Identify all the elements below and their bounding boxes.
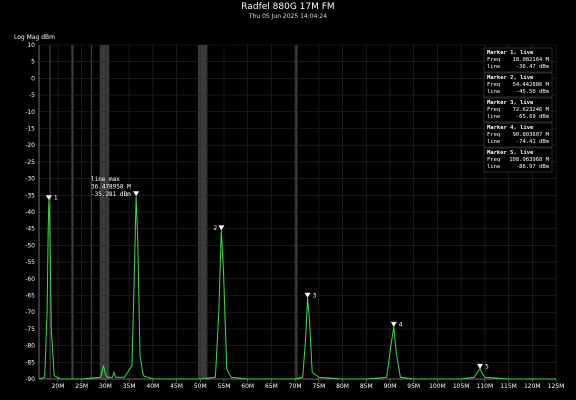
marker-panel-freq-label: Freq [487,157,500,163]
y-tick-label: -50 [25,242,35,249]
marker-panel-line-label: line [487,164,500,170]
marker-label: 3 [313,292,317,299]
marker-panel-line-label: line [487,114,500,120]
trace-series [38,196,556,380]
marker-panel-freq-label: Freq [487,57,500,63]
y-tick-label: -15 [25,126,35,133]
y-tick-label: -45 [25,226,35,233]
marker-triangle [477,363,484,369]
y-tick-label: -10 [25,109,35,116]
marker-panel-box [483,122,553,148]
marker-panel-line: -65.69 dBm [516,114,550,120]
x-tick-label: 50M [194,383,207,390]
y-axis-label: Log Mag dBm [14,34,55,41]
y-tick-label: -5 [29,92,35,99]
x-tick-label: 110M [477,383,494,390]
line-max-text: 36.478958 M [91,184,131,191]
marker-panel-box [483,97,553,123]
y-tick-label: -55 [25,259,35,266]
x-tick-label: 35M [123,383,136,390]
x-tick-label: 30M [99,383,112,390]
marker-panel-line: -45.50 dBm [516,89,550,95]
x-tick-label: 75M [312,383,325,390]
x-tick-label: 45M [170,383,183,390]
marker-panel-box [483,147,553,173]
y-tick-label: -85 [25,359,35,366]
y-tick-label: 5 [31,59,35,66]
x-tick-label: 85M [360,383,373,390]
y-tick-label: 0 [31,75,35,82]
marker-panel-freq-label: Freq [487,132,500,138]
x-tick-label: 105M [453,383,470,390]
y-tick-label: -80 [25,343,35,350]
marker-panel-freq: 72.623246 M [513,107,550,113]
chart-timestamp: Thu 05 Jun 2025 14:04:24 [248,13,328,20]
marker-panel-line-label: line [487,139,500,145]
marker-triangle [390,321,397,327]
marker-panel-freq: 18.082164 M [513,57,550,63]
marker-panel-line-label: line [487,64,500,70]
marker-panel-box [483,72,553,98]
marker-triangle [304,292,311,298]
x-tick-label: 70M [289,383,302,390]
marker-panel-line: -36.47 dBm [516,64,550,70]
marker-panel-freq: 54.442886 M [513,82,550,88]
y-tick-label: 10 [27,42,35,49]
marker-panel-line-label: line [487,89,500,95]
y-tick-label: -70 [25,309,35,316]
y-tick-label: -90 [25,376,35,383]
marker-panel-title: Marker 4, live [487,125,534,131]
x-tick-label: 90M [384,383,397,390]
x-tick-label: 20M [52,383,65,390]
axes: 10 5 0 -5 -10 -15 -20 -25 -30 -35 -40 -45 -50 -55 -60 -… [25,42,564,390]
marker-triangle [218,225,225,231]
x-tick-label: 65M [265,383,278,390]
marker-panel-title: Marker 3, live [487,100,534,106]
marker-panel-freq-label: Freq [487,82,500,88]
line-max-marker [133,191,140,197]
marker-label: 2 [213,225,217,232]
x-tick-label: 80M [336,383,349,390]
marker-panel-title: Marker 2, live [487,75,534,81]
x-tick-label: 125M [548,383,565,390]
marker-group: 1 2 3 4 5 [45,195,489,370]
marker-panel-freq: 108.983968 M [509,157,549,163]
trace-line [38,196,556,380]
y-tick-label: -65 [25,293,35,300]
marker-label: 1 [54,195,58,202]
y-tick-label: -25 [25,159,35,166]
marker-panel-freq-label: Freq [487,107,500,113]
x-tick-label: 120M [524,383,541,390]
marker-panel-freq: 90.803607 M [513,132,550,138]
x-tick-label: 95M [407,383,420,390]
x-tick-label: 100M [429,383,446,390]
y-tick-label: -60 [25,276,35,283]
y-tick-label: -75 [25,326,35,333]
y-tick-label: -35 [25,192,35,199]
y-tick-label: -20 [25,142,35,149]
marker-triangle [45,195,52,201]
chart-title: Radfel 880G 17M FM [241,2,335,12]
marker-label: 4 [399,321,403,328]
x-tick-label: 60M [241,383,254,390]
marker-panel-line: -74.41 dBm [516,139,550,145]
x-tick-label: 40M [146,383,159,390]
line-max-text: -35.281 dBm [91,191,131,198]
y-tick-label: -30 [25,176,35,183]
x-tick-label: 25M [75,383,88,390]
marker-panel-title: Marker 1, live [487,50,534,56]
line-max-text: line max [91,176,120,183]
grid-lines [39,44,557,380]
marker-label: 5 [485,363,489,370]
x-tick-label: 55M [218,383,231,390]
marker-panel-line: -86.97 dBm [516,164,550,170]
x-tick-label: 115M [500,383,517,390]
y-tick-label: -40 [25,209,35,216]
marker-panel-title: Marker 5, live [487,150,534,156]
marker-panel-box [483,47,553,73]
